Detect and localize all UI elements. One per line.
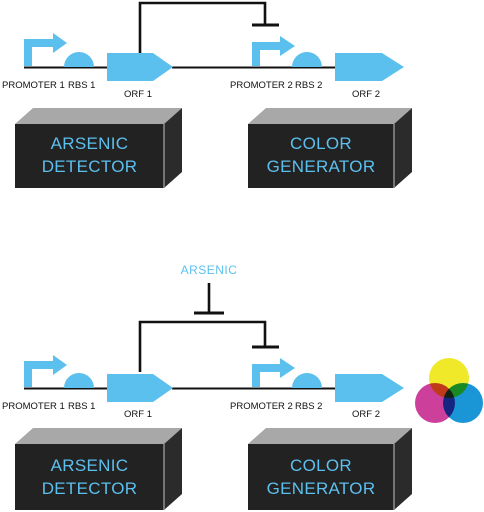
bottom-orf2-label: ORF 2 [352,409,380,420]
arsenic-input-label: ARSENIC [181,263,238,277]
top-promoter1-arrow [24,33,67,66]
box-side-face [394,108,412,188]
top-generator-line2: GENERATOR [267,157,376,176]
bottom-color-generator-box: COLOR GENERATOR [248,428,412,510]
top-rbs1-label: RBS 1 [68,80,95,91]
bottom-circuit: ARSENIC PROMOTER 1 RBS 1 ORF 1 PROMOTER … [2,263,483,510]
top-orf2-label: ORF 2 [352,89,380,100]
box-top-face [15,428,182,444]
box-front-face [15,124,164,188]
bottom-promoter2-arrow [252,358,295,387]
box-front-face [15,444,164,510]
top-rbs1-shape [64,52,94,67]
bottom-detector-line1: ARSENIC [51,456,129,475]
bottom-rbs1-shape [64,373,94,388]
top-promoter2-arrow [252,36,295,66]
box-top-face [15,108,182,124]
box-front-face [248,124,394,188]
top-detector-line2: DETECTOR [42,157,138,176]
bottom-orf2-shape [335,374,404,402]
top-promoter2-label: PROMOTER 2 [230,80,293,91]
box-top-face [248,108,412,124]
bottom-detector-line2: DETECTOR [42,479,138,498]
top-rbs2-label: RBS 2 [295,80,322,91]
top-repression-line [138,1,267,55]
box-front-face [248,444,394,510]
top-orf1-label: ORF 1 [124,89,152,100]
bottom-promoter1-label: PROMOTER 1 [2,401,65,412]
top-arsenic-detector-box: ARSENIC DETECTOR [15,108,182,188]
box-side-face [164,428,182,510]
box-side-face [394,428,412,510]
bottom-generator-line2: GENERATOR [267,479,376,498]
top-rbs2-shape [292,52,322,67]
top-detector-line1: ARSENIC [51,134,129,153]
bottom-arsenic-detector-box: ARSENIC DETECTOR [15,428,182,510]
top-promoter1-label: PROMOTER 1 [2,80,65,91]
bottom-orf1-shape [107,374,173,402]
box-top-face [248,428,412,444]
top-generator-line1: COLOR [290,134,352,153]
color-output-circles [415,358,483,423]
top-orf1-shape [107,53,173,81]
top-circuit: PROMOTER 1 RBS 1 ORF 1 PROMOTER 2 RBS 2 … [2,1,412,188]
box-side-face [164,108,182,188]
bottom-promoter1-arrow [24,355,67,387]
bottom-rbs1-label: RBS 1 [68,401,95,412]
top-color-generator-box: COLOR GENERATOR [248,108,412,188]
bottom-generator-line1: COLOR [290,456,352,475]
bottom-rbs2-label: RBS 2 [295,401,322,412]
yellow-circle [429,358,469,398]
bottom-orf1-label: ORF 1 [124,409,152,420]
bottom-rbs2-shape [292,373,322,388]
top-orf2-shape [335,53,404,81]
bottom-promoter2-label: PROMOTER 2 [230,401,293,412]
bottom-repression-line [138,320,267,372]
